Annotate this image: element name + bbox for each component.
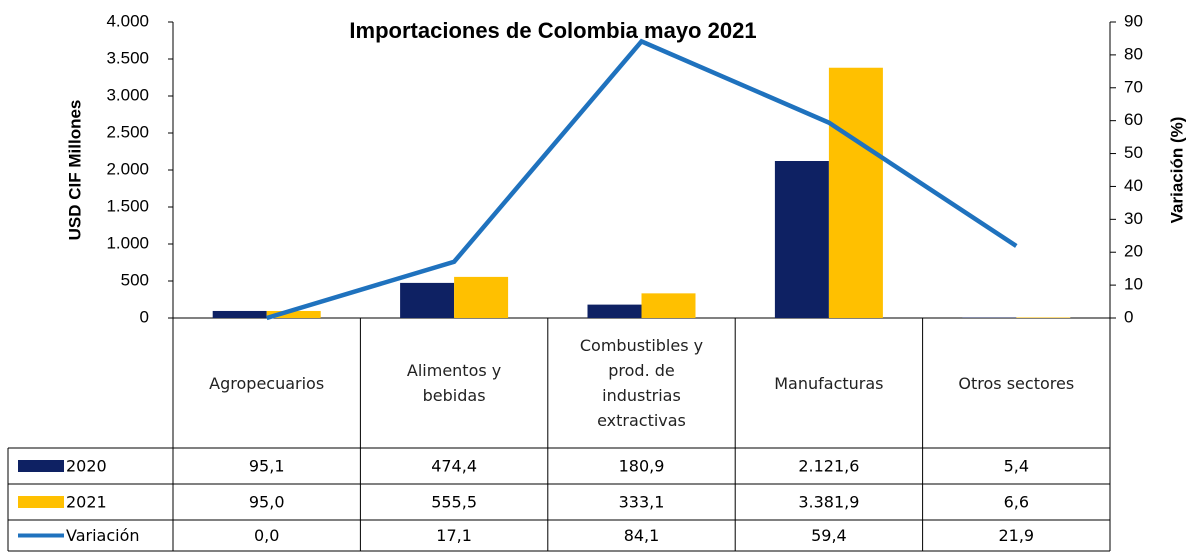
- table-value: 95,1: [249, 457, 285, 476]
- y-tick-label: 1.000: [106, 233, 149, 252]
- legend-swatch: [18, 460, 64, 472]
- y-tick-label: 500: [121, 270, 149, 289]
- line: [266, 38, 1018, 321]
- y-tick-label: 1.500: [106, 196, 149, 215]
- table-value: 6,6: [1004, 493, 1029, 512]
- y2-tick-label: 60: [1124, 110, 1143, 129]
- y2-tick-label: 20: [1124, 242, 1143, 261]
- bar: [212, 310, 267, 318]
- bar: [774, 161, 829, 318]
- y2-tick-label: 10: [1124, 275, 1143, 294]
- y-tick-label: 2.500: [106, 122, 149, 141]
- y2-tick-label: 80: [1124, 44, 1143, 63]
- x-tick-label: Combustibles y prod. de industrias extra…: [579, 336, 704, 430]
- category-label-box: Otros sectores: [923, 318, 1110, 448]
- table-value: 555,5: [431, 493, 477, 512]
- category-label-box: Manufacturas: [735, 318, 922, 448]
- x-tick-label: Alimentos y bebidas: [406, 361, 502, 405]
- y-tick-label: 2.000: [106, 159, 149, 178]
- table-value: 59,4: [811, 526, 847, 545]
- legend-swatch: [18, 496, 64, 508]
- table-value: 333,1: [619, 493, 665, 512]
- category-cell: Combustibles y prod. de industrias extra…: [548, 318, 735, 448]
- legend-label: Variación: [66, 526, 140, 545]
- y-tick-label: 0: [140, 307, 149, 326]
- table-value: 17,1: [436, 526, 472, 545]
- legend-label: 2020: [66, 457, 107, 476]
- bar: [400, 282, 455, 318]
- table-value: 3.381,9: [798, 493, 859, 512]
- category-label-box: Agropecuarios: [173, 318, 360, 448]
- bar: [641, 293, 696, 318]
- category-label-box: Alimentos y bebidas: [360, 318, 547, 448]
- category-cell: Agropecuarios: [173, 318, 360, 448]
- table-value: 180,9: [619, 457, 665, 476]
- y-tick-label: 4.000: [106, 11, 149, 30]
- table-value: 84,1: [624, 526, 660, 545]
- y2-tick-label: 70: [1124, 77, 1143, 96]
- bar: [587, 304, 642, 318]
- category-cell: Otros sectores: [923, 318, 1110, 448]
- y-tick-label: 3.000: [106, 85, 149, 104]
- bar: [266, 310, 321, 318]
- y2-tick-label: 30: [1124, 209, 1143, 228]
- y2-tick-label: 0: [1124, 307, 1133, 326]
- category-label-box: Combustibles y prod. de industrias extra…: [548, 318, 735, 448]
- y2-tick-label: 50: [1124, 143, 1143, 162]
- y2-tick-label: 90: [1124, 11, 1143, 30]
- y-axis-label: USD CIF Millones: [65, 100, 84, 241]
- legend-label: 2021: [66, 493, 107, 512]
- table-value: 95,0: [249, 493, 285, 512]
- y2-tick-label: 40: [1124, 176, 1143, 195]
- table-value: 5,4: [1004, 457, 1029, 476]
- x-tick-label: Otros sectores: [958, 373, 1075, 393]
- bar: [454, 276, 509, 318]
- x-tick-label: Agropecuarios: [209, 373, 325, 393]
- category-cell: Alimentos y bebidas: [360, 318, 547, 448]
- category-cell: Manufacturas: [735, 318, 922, 448]
- y-tick-label: 3.500: [106, 48, 149, 67]
- table-value: 2.121,6: [798, 457, 859, 476]
- x-tick-label: Manufacturas: [774, 373, 884, 393]
- chart-title: Importaciones de Colombia mayo 2021: [349, 18, 756, 43]
- bar: [828, 67, 883, 318]
- table-value: 21,9: [998, 526, 1034, 545]
- y2-axis-label: Variación (%): [1167, 117, 1186, 224]
- table-value: 0,0: [254, 526, 279, 545]
- table-value: 474,4: [431, 457, 477, 476]
